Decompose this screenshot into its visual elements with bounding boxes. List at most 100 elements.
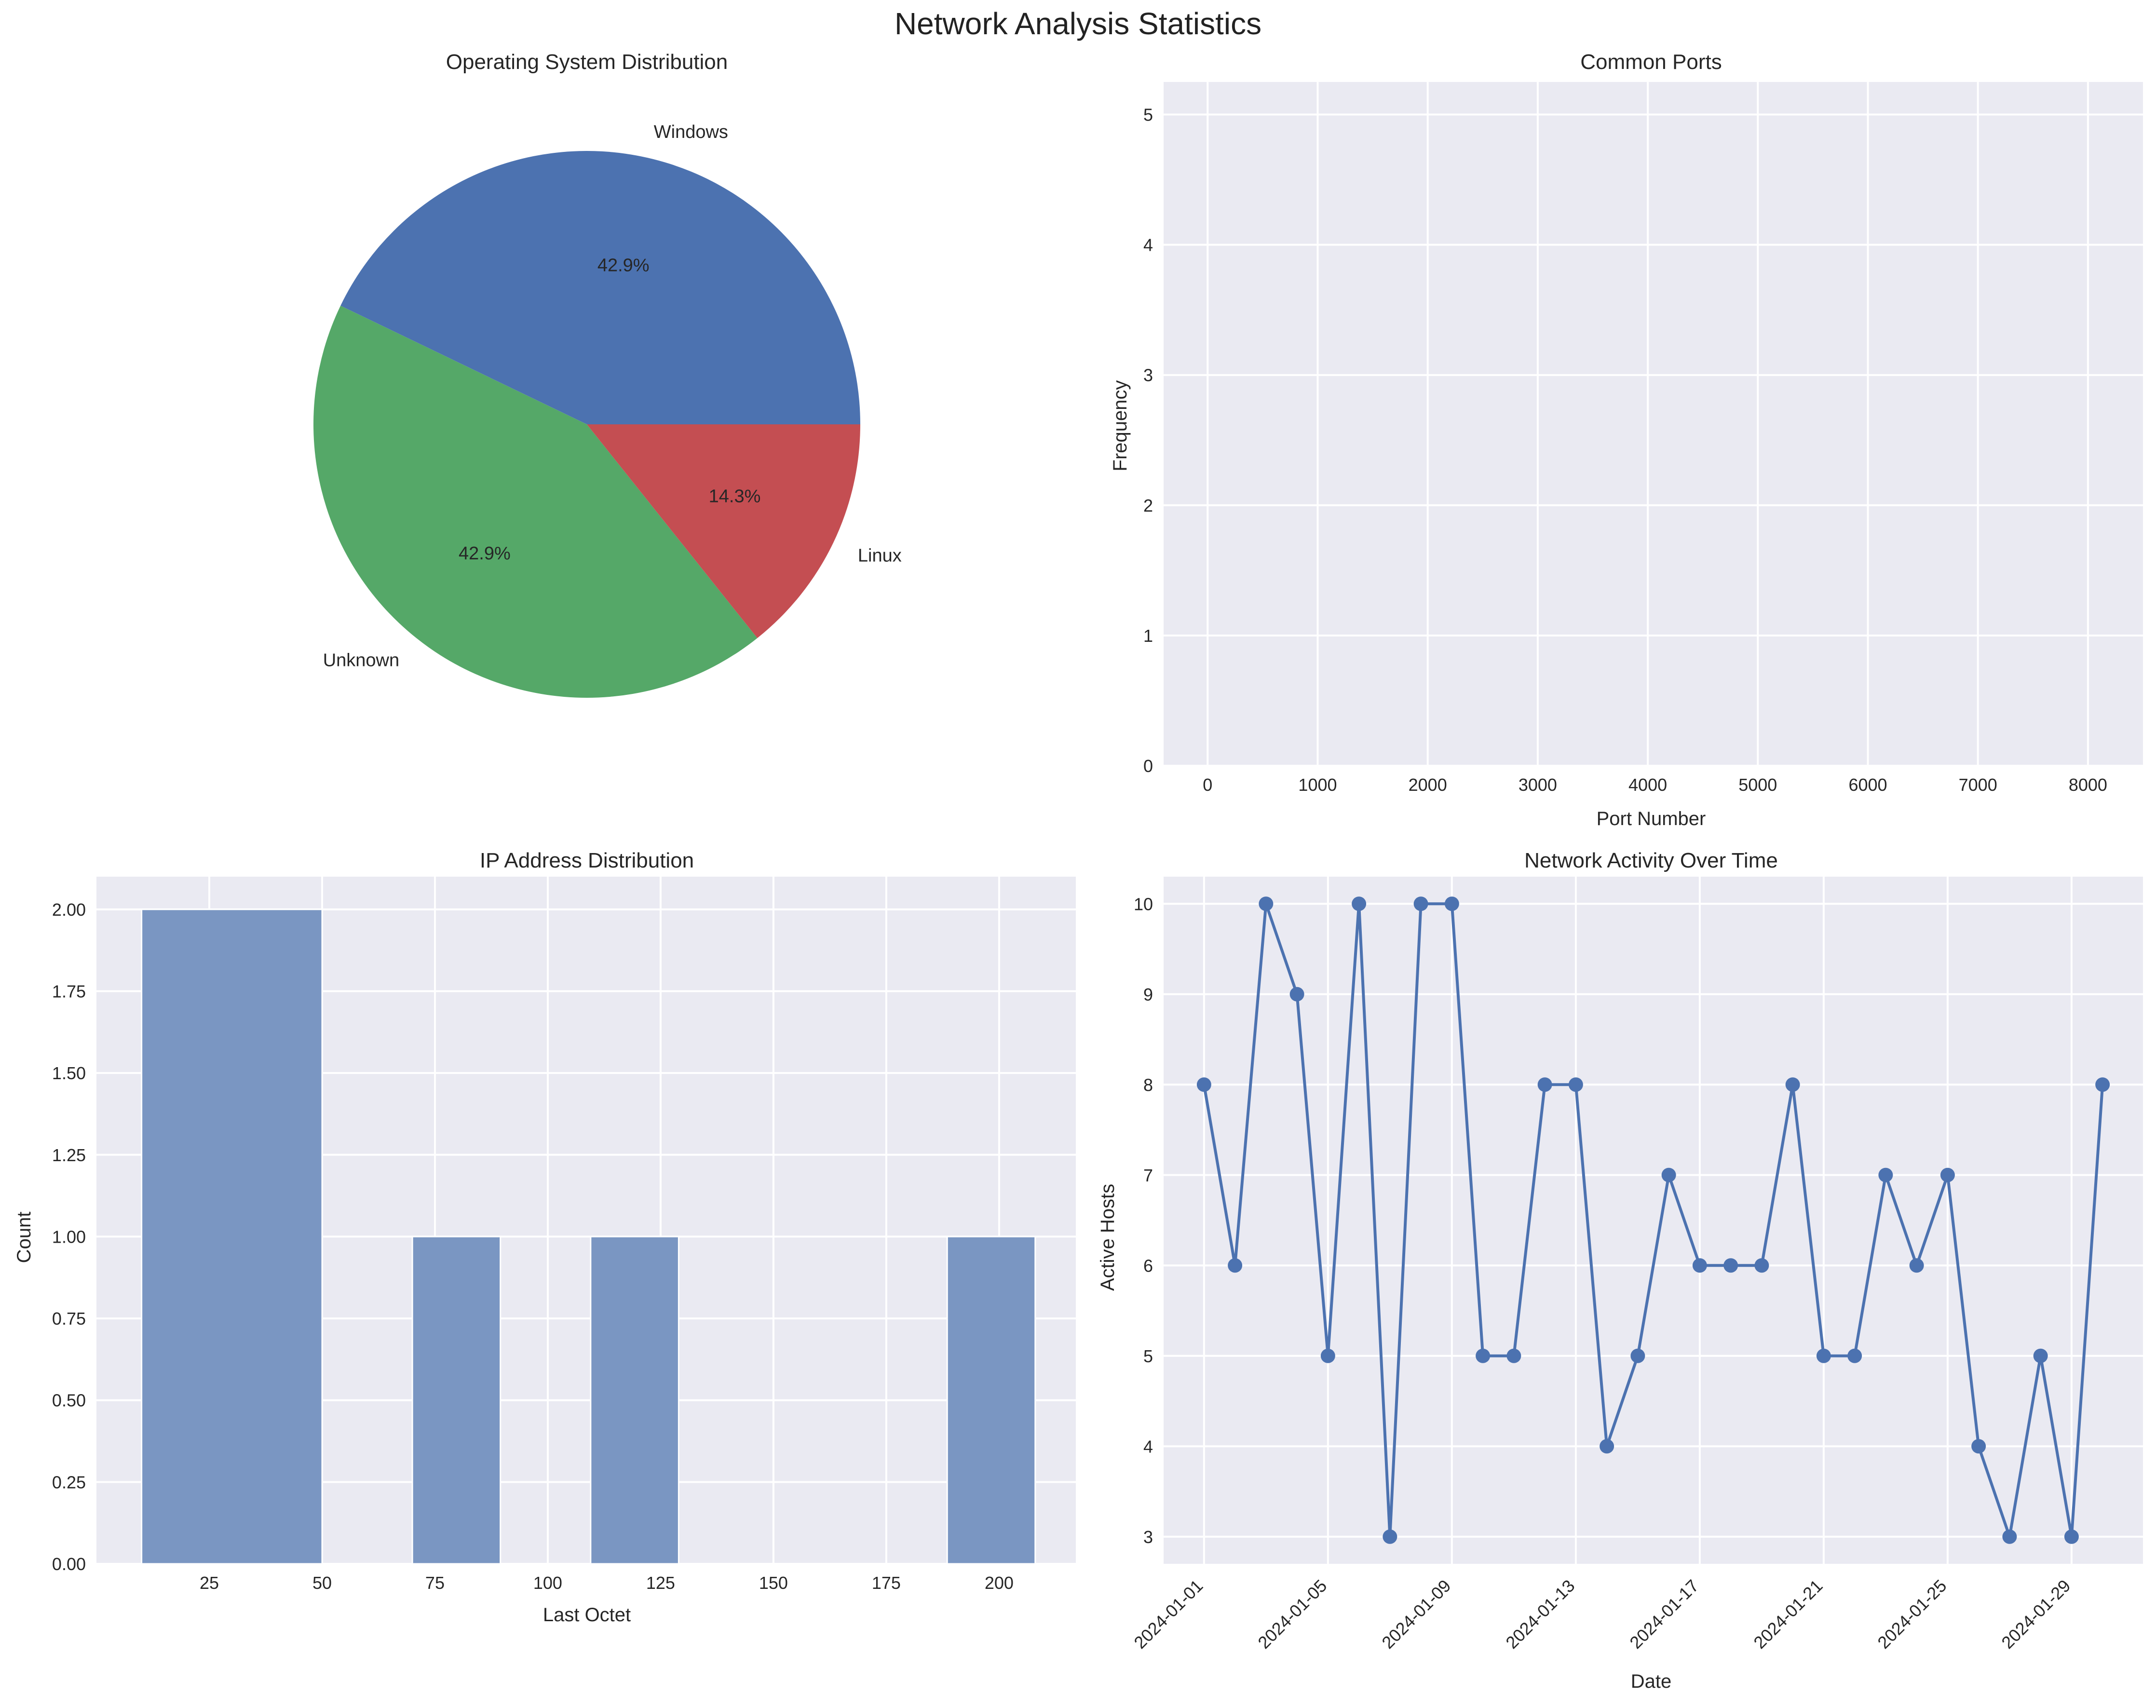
common-ports-panel: Common Ports 0 1000 2000 3000 4000 5000 6000 70… xyxy=(1110,50,2143,829)
pie-slice-windows xyxy=(340,150,861,424)
ip-y-tick-label: 1.25 xyxy=(52,1145,86,1165)
activity-data-point xyxy=(1259,896,1274,911)
ports-x-axis-label: Port Number xyxy=(1597,808,1706,829)
ports-tick-labels: 0 1000 2000 3000 4000 5000 6000 7000 8000 0 1 2 3 4 5 xyxy=(1143,105,2107,795)
activity-plot-area xyxy=(1164,877,2143,1564)
activity-data-point xyxy=(1723,1258,1738,1273)
activity-y-tick-label: 7 xyxy=(1143,1166,1153,1185)
ports-x-tick-label: 7000 xyxy=(1959,775,1997,795)
activity-y-tick-label: 8 xyxy=(1143,1075,1153,1095)
activity-y-tick-label: 9 xyxy=(1143,985,1153,1004)
ip-y-tick-label: 0.50 xyxy=(52,1391,86,1410)
ports-y-tick-label: 3 xyxy=(1143,366,1153,385)
activity-data-point xyxy=(1444,896,1459,911)
os-distribution-panel: Operating System Distribution Windows 42.… xyxy=(313,50,902,698)
pie-percent-label: 42.9% xyxy=(597,255,650,275)
activity-data-point xyxy=(1383,1529,1397,1544)
network-activity-panel: Network Activity Over Time 2024-01-01 202… xyxy=(1097,849,2143,1692)
pie-percent-label: 14.3% xyxy=(709,487,761,507)
pie-chart-title: Operating System Distribution xyxy=(446,50,728,74)
ports-x-tick-label: 5000 xyxy=(1738,775,1777,795)
activity-data-point xyxy=(2033,1348,2048,1363)
ip-distribution-panel: IP Address Distribution 25 50 75 100 125 150 1… xyxy=(14,849,1076,1626)
activity-y-tick-label: 4 xyxy=(1143,1437,1153,1456)
ip-tick-labels: 25 50 75 100 125 150 175 200 0.00 0.25 0.50 0.75 1.0… xyxy=(52,900,1014,1593)
activity-x-axis-label: Date xyxy=(1631,1671,1672,1692)
activity-y-tick-label: 6 xyxy=(1143,1256,1153,1275)
ports-x-tick-label: 6000 xyxy=(1848,775,1887,795)
pie-label-unknown: Unknown xyxy=(323,651,399,671)
activity-line xyxy=(1202,902,2104,1538)
ports-y-axis-label: Frequency xyxy=(1110,380,1131,472)
ip-histogram-bar xyxy=(411,1235,502,1565)
activity-data-point xyxy=(1196,1077,1211,1092)
ip-x-tick-label: 50 xyxy=(312,1573,332,1593)
activity-x-tick-label: 2024-01-17 xyxy=(1626,1576,1702,1653)
pie-labels: Windows 42.9% Unknown 42.9% Linux 14.3% xyxy=(323,122,902,671)
activity-y-tick-label: 10 xyxy=(1134,894,1153,914)
pie-slice-unknown xyxy=(313,305,758,698)
activity-data-point xyxy=(1537,1077,1552,1092)
ip-y-tick-label: 1.50 xyxy=(52,1063,86,1083)
ip-y-tick-label: 0.00 xyxy=(52,1554,86,1574)
activity-x-tick-label: 2024-01-09 xyxy=(1378,1576,1454,1653)
ip-y-axis-label: Count xyxy=(14,1212,35,1263)
ip-bars xyxy=(141,908,1036,1565)
activity-data-point xyxy=(1476,1348,1491,1363)
ports-y-tick-label: 4 xyxy=(1143,235,1153,255)
ports-gridlines xyxy=(1164,82,2143,767)
ip-x-tick-label: 125 xyxy=(646,1573,675,1593)
activity-data-point xyxy=(1909,1258,1924,1273)
activity-data-point xyxy=(1320,1348,1335,1363)
ports-x-tick-label: 3000 xyxy=(1519,775,1557,795)
pie-label-linux: Linux xyxy=(858,546,902,566)
activity-data-point xyxy=(1568,1077,1583,1092)
activity-x-tick-label: 2024-01-21 xyxy=(1749,1576,1826,1653)
ports-y-tick-label: 0 xyxy=(1143,756,1153,776)
activity-data-point xyxy=(1661,1167,1676,1182)
pie-slice-linux xyxy=(587,424,860,638)
activity-data-point xyxy=(1413,896,1428,911)
ports-x-tick-label: 0 xyxy=(1203,775,1212,795)
activity-data-point xyxy=(1785,1077,1800,1092)
ports-x-tick-label: 8000 xyxy=(2069,775,2107,795)
pie-percent-label: 42.9% xyxy=(459,543,511,564)
figure-title: Network Analysis Statistics xyxy=(894,6,1262,41)
activity-data-point xyxy=(1506,1348,1521,1363)
ip-y-tick-label: 0.75 xyxy=(52,1309,86,1328)
activity-y-tick-label: 3 xyxy=(1143,1527,1153,1547)
ip-x-tick-label: 75 xyxy=(425,1573,445,1593)
pie-slices xyxy=(313,150,861,698)
activity-series xyxy=(1196,896,2110,1544)
activity-data-point xyxy=(1754,1258,1769,1273)
activity-y-tick-label: 5 xyxy=(1143,1346,1153,1366)
ports-y-tick-label: 1 xyxy=(1143,626,1153,646)
activity-x-tick-label: 2024-01-13 xyxy=(1502,1576,1578,1653)
ip-histogram-bar xyxy=(946,1235,1036,1565)
activity-data-point xyxy=(1228,1258,1243,1273)
activity-y-axis-label: Active Hosts xyxy=(1097,1184,1118,1291)
ip-y-tick-label: 0.25 xyxy=(52,1472,86,1492)
ip-histogram-bar xyxy=(590,1235,679,1565)
ip-histogram-bar xyxy=(141,908,323,1565)
activity-data-point xyxy=(1878,1167,1893,1182)
ip-x-tick-label: 100 xyxy=(533,1573,562,1593)
activity-data-point xyxy=(2095,1077,2110,1092)
activity-data-point xyxy=(1289,987,1304,1002)
ip-y-tick-label: 2.00 xyxy=(52,900,86,920)
activity-data-point xyxy=(1816,1348,1831,1363)
ip-chart-title: IP Address Distribution xyxy=(480,849,694,872)
ports-x-tick-label: 1000 xyxy=(1298,775,1337,795)
activity-x-tick-label: 2024-01-01 xyxy=(1130,1576,1207,1653)
activity-data-point xyxy=(2002,1529,2017,1544)
ip-x-axis-label: Last Octet xyxy=(543,1604,631,1626)
ports-x-tick-label: 4000 xyxy=(1628,775,1667,795)
ip-y-tick-label: 1.75 xyxy=(52,982,86,1002)
activity-x-tick-label: 2024-01-05 xyxy=(1254,1576,1330,1653)
ports-y-tick-label: 5 xyxy=(1143,105,1153,125)
activity-data-point xyxy=(1940,1167,1955,1182)
ports-plot-area xyxy=(1164,82,2143,766)
activity-data-point xyxy=(1847,1348,1862,1363)
ports-chart-title: Common Ports xyxy=(1580,50,1722,74)
